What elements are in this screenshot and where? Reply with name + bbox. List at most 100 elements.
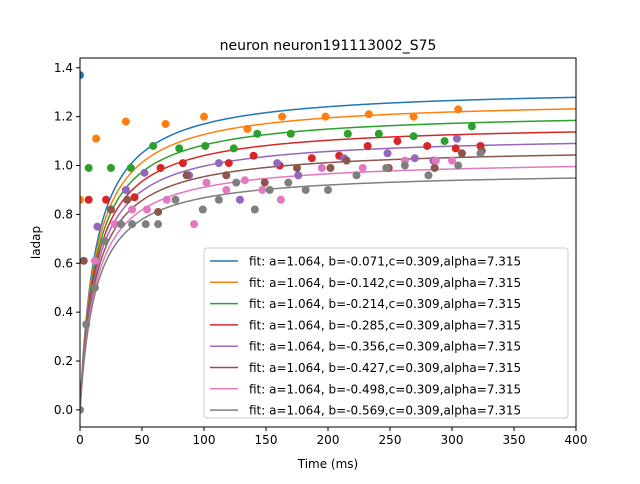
x-tick-label: 0 <box>76 433 84 447</box>
y-tick-label: 0.0 <box>54 403 73 417</box>
data-point-s8-19 <box>382 163 391 172</box>
data-point-s6-7 <box>260 178 269 187</box>
x-tick-label: 200 <box>317 433 340 447</box>
data-point-s3-10 <box>343 129 352 138</box>
data-point-s7-11 <box>276 195 285 204</box>
data-point-s7-7 <box>202 178 211 187</box>
data-point-s7-16 <box>448 156 456 165</box>
data-point-s7-9 <box>240 176 249 185</box>
data-point-s3-6 <box>201 141 210 150</box>
data-point-s3-13 <box>440 137 449 146</box>
data-point-s6-1 <box>80 256 88 265</box>
legend-label: fit: a=1.064, b=-0.569,c=0.309,alpha=7.3… <box>249 404 521 418</box>
data-point-s7-5 <box>162 195 171 204</box>
y-tick-label: 1.0 <box>54 159 73 173</box>
data-point-s8-7 <box>141 220 150 229</box>
legend-label: fit: a=1.064, b=-0.498,c=0.309,alpha=7.3… <box>249 382 521 396</box>
data-point-s4-1 <box>84 195 93 204</box>
data-point-s8-16 <box>301 185 310 194</box>
data-point-s4-7 <box>249 151 258 160</box>
x-axis: 0 50 100 150 200 250 300 350 400 <box>76 427 587 447</box>
data-point-s3-11 <box>374 129 383 138</box>
data-point-s8-21 <box>424 171 433 180</box>
legend-label: fit: a=1.064, b=-0.142,c=0.309,alpha=7.3… <box>249 276 521 290</box>
data-point-s6-6 <box>222 171 231 180</box>
data-point-s3-2 <box>107 163 115 172</box>
data-point-s4-9 <box>307 154 316 163</box>
data-point-s6-3 <box>123 195 132 204</box>
data-point-s2-10 <box>409 112 418 121</box>
data-point-s2-7 <box>278 112 287 121</box>
data-point-s5-13 <box>452 134 461 143</box>
y-tick-label: 0.2 <box>54 354 73 368</box>
data-point-s7-4 <box>142 205 151 214</box>
y-tick-label: 0.4 <box>54 305 73 319</box>
data-point-s8-11 <box>214 195 223 204</box>
x-tick-label: 350 <box>503 433 526 447</box>
data-point-s2-5 <box>200 112 208 121</box>
data-point-s2-9 <box>364 110 373 119</box>
data-point-s6-8 <box>293 163 301 172</box>
data-point-s2-2 <box>92 134 101 143</box>
fit-line-5 <box>80 142 576 410</box>
data-point-s8-22 <box>454 161 463 170</box>
x-tick-label: 50 <box>134 433 149 447</box>
data-point-s5-10 <box>383 149 392 158</box>
data-point-s8-15 <box>284 178 293 187</box>
data-point-s4-5 <box>178 159 187 168</box>
data-point-s4-13 <box>423 141 432 150</box>
data-point-s4-4 <box>156 163 165 172</box>
data-point-s5-7 <box>273 159 282 168</box>
data-point-s3-9 <box>286 129 295 138</box>
data-point-s4-12 <box>393 137 402 146</box>
data-point-s3-14 <box>467 122 476 131</box>
x-tick-label: 300 <box>441 433 464 447</box>
legend: fit: a=1.064, b=-0.071,c=0.309,alpha=7.3… <box>203 247 569 419</box>
data-point-s3-8 <box>253 129 262 138</box>
data-point-s6-13 <box>457 149 466 158</box>
legend-box <box>203 247 569 419</box>
data-point-s8-17 <box>324 185 332 194</box>
data-point-s2-1 <box>80 195 84 204</box>
data-point-s7-15 <box>431 156 440 165</box>
data-point-s4-3 <box>130 193 139 202</box>
x-tick-label: 150 <box>255 433 278 447</box>
data-point-s8-4 <box>100 237 109 246</box>
data-point-s8-13 <box>250 205 259 214</box>
data-point-s3-3 <box>126 163 135 172</box>
data-point-s8-2 <box>82 320 91 329</box>
data-point-s6-9 <box>326 163 335 172</box>
data-point-s8-6 <box>128 220 137 229</box>
data-point-s3-5 <box>175 144 184 153</box>
data-point-s4-14 <box>451 144 460 153</box>
data-point-s8-23 <box>476 149 485 158</box>
data-point-s7-13 <box>358 163 367 172</box>
data-point-s5-8 <box>294 171 303 180</box>
legend-label: fit: a=1.064, b=-0.356,c=0.309,alpha=7.3… <box>249 340 521 354</box>
data-point-s6-12 <box>430 163 439 172</box>
y-tick-label: 0.6 <box>54 256 73 270</box>
data-point-s3-7 <box>229 144 238 153</box>
data-point-s8-12 <box>232 178 241 187</box>
data-point-s2-8 <box>321 112 330 121</box>
y-axis-label: ladap <box>29 226 43 259</box>
data-point-s7-8 <box>222 185 231 194</box>
data-point-s7-6 <box>190 220 199 229</box>
data-point-s8-14 <box>265 185 274 194</box>
data-point-s7-12 <box>317 163 326 172</box>
data-point-s8-8 <box>154 220 163 229</box>
data-point-s8-3 <box>90 283 99 292</box>
legend-label: fit: a=1.064, b=-0.285,c=0.309,alpha=7.3… <box>249 318 521 332</box>
y-tick-label: 1.4 <box>54 61 73 75</box>
data-point-s4-2 <box>102 195 111 204</box>
data-point-s7-1 <box>90 256 99 265</box>
data-point-s8-5 <box>116 220 125 229</box>
data-point-s5-2 <box>121 185 130 194</box>
fit-line-3 <box>80 119 576 410</box>
legend-label: fit: a=1.064, b=-0.427,c=0.309,alpha=7.3… <box>249 361 521 375</box>
data-point-s3-4 <box>149 141 158 150</box>
data-point-s6-4 <box>154 207 163 216</box>
data-point-s5-11 <box>410 154 419 163</box>
